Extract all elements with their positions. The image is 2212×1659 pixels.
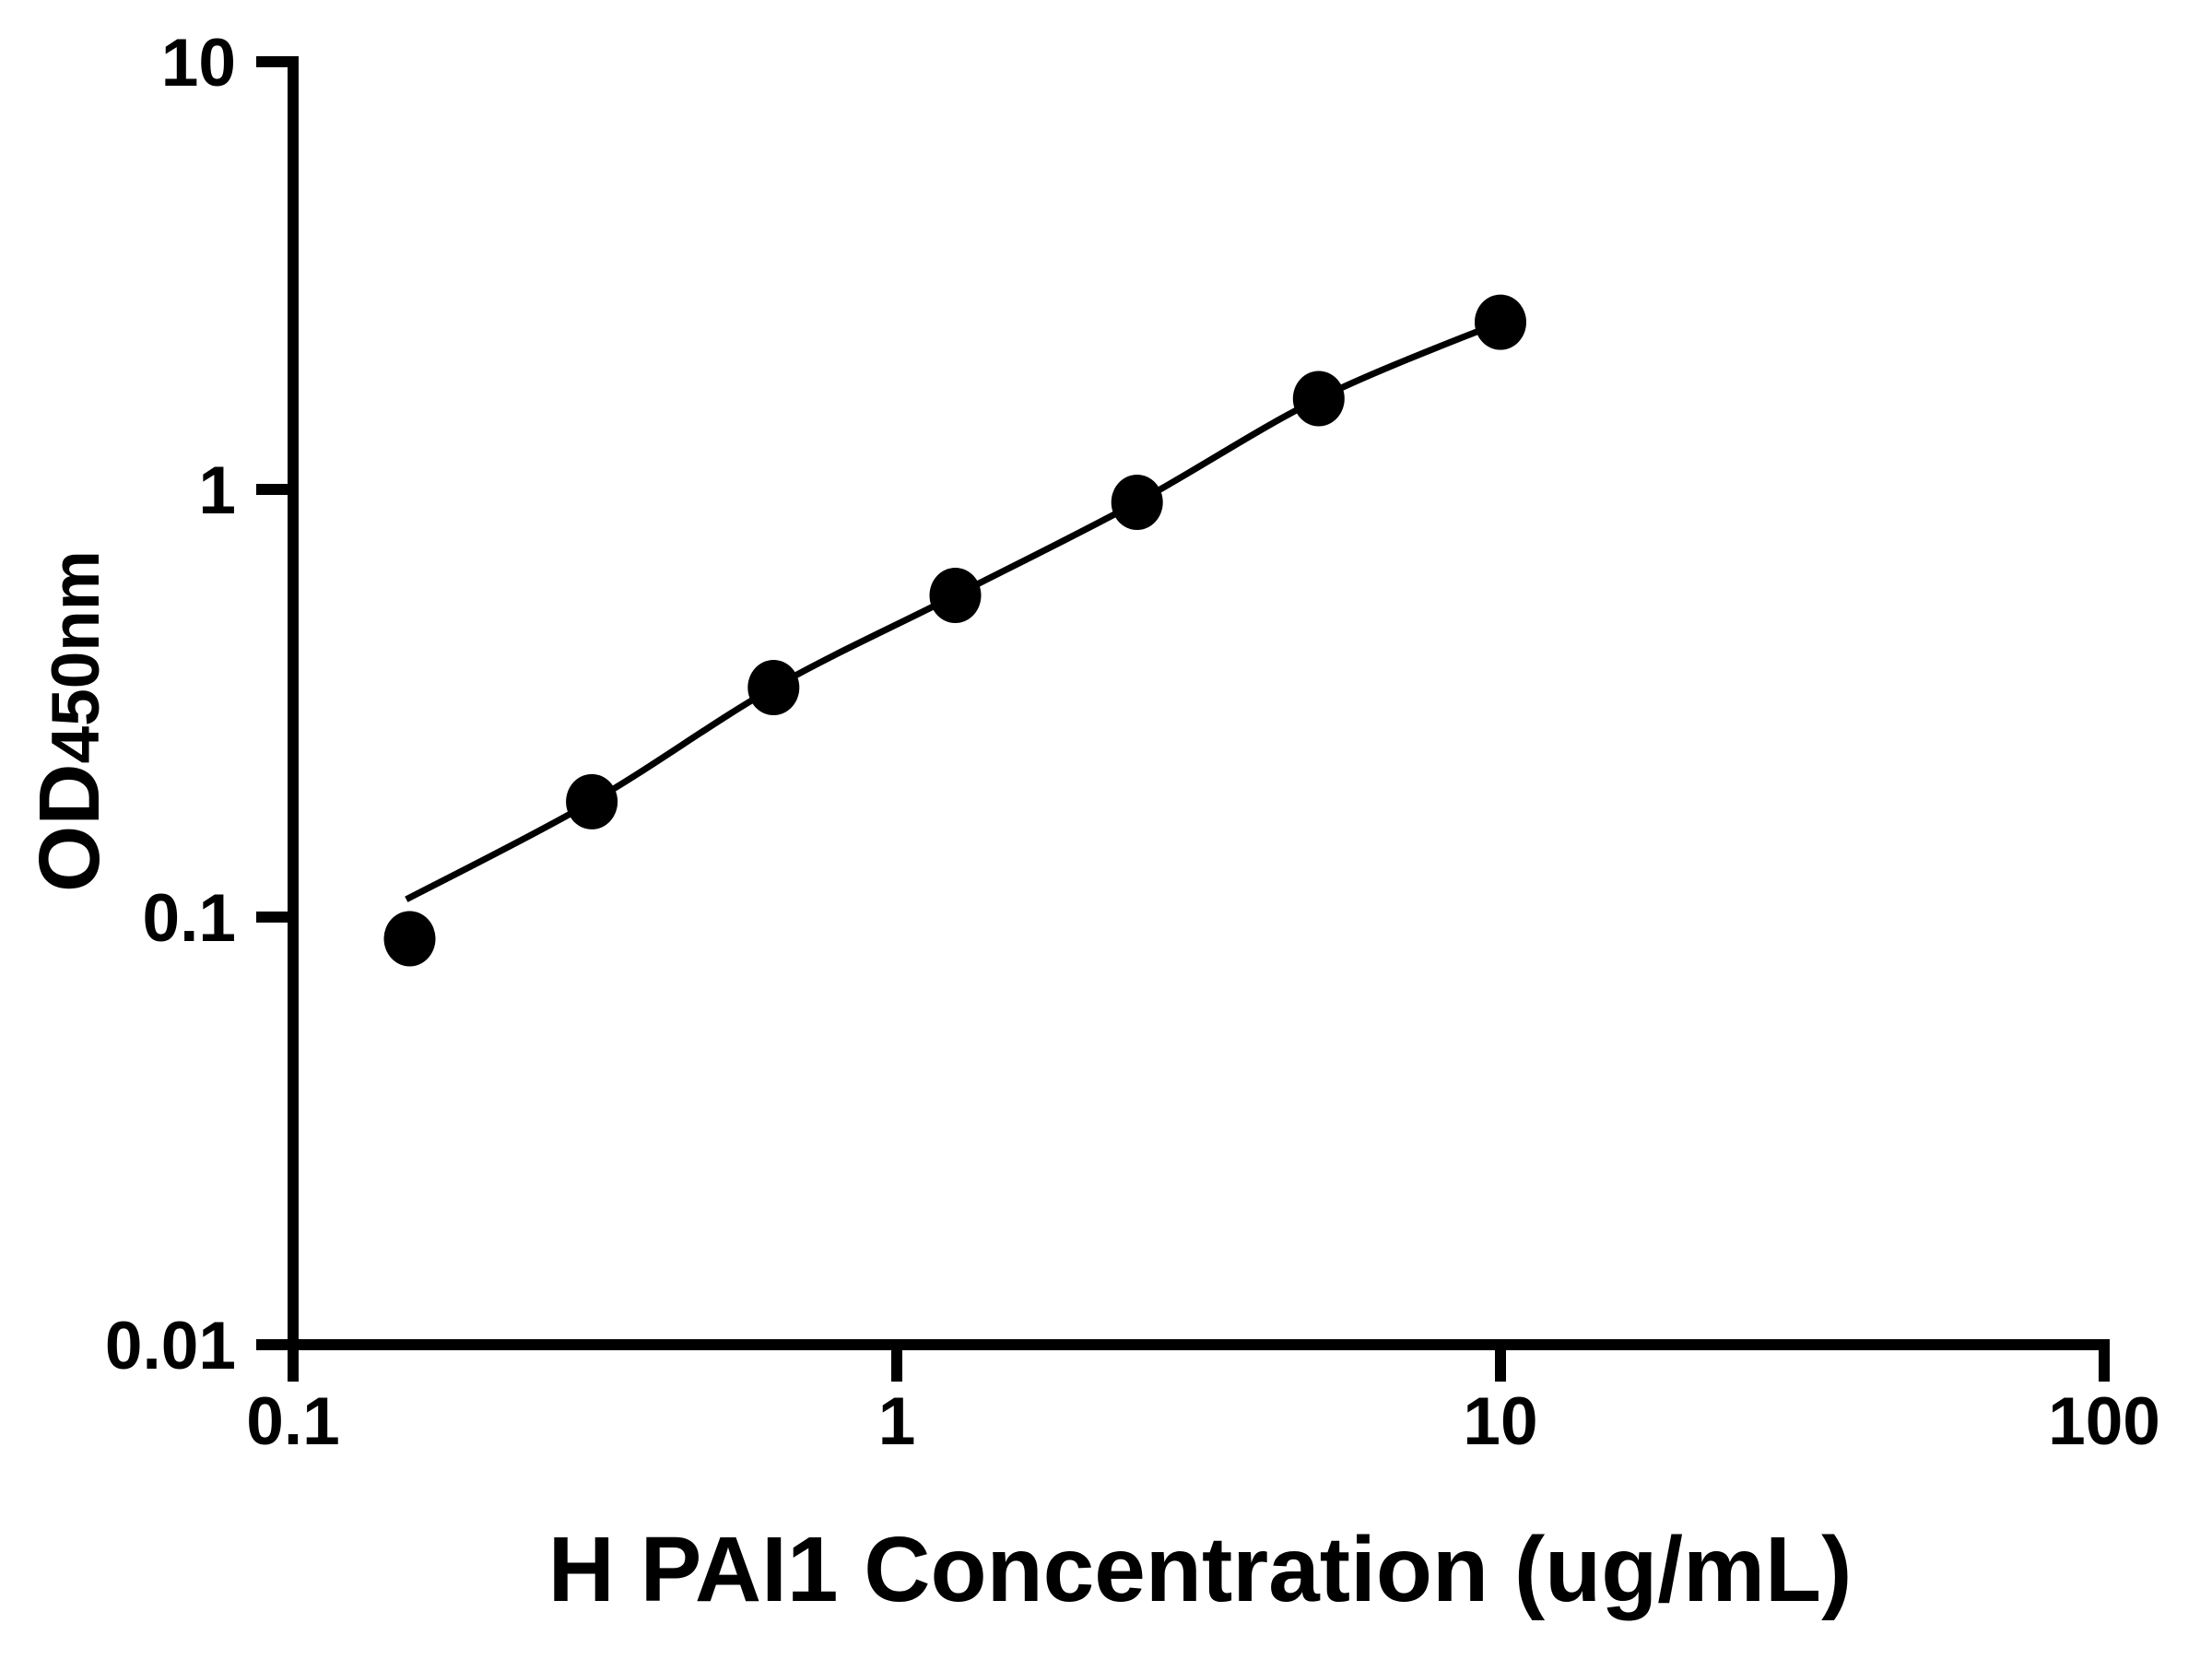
data-point [747,660,800,715]
x-tick-label: 10 [1463,1384,1537,1459]
data-point [566,773,618,830]
y-tick-label: 1 [198,453,236,528]
y-tick-label: 0.1 [143,881,236,956]
y-axis-title-main: OD [21,764,117,893]
data-point [929,568,982,623]
data-point [383,911,436,967]
y-axis-title-sub: 450nm [39,550,113,763]
x-tick-label: 1 [878,1384,916,1459]
y-axis-title: OD450nm [21,550,117,892]
data-point [1111,475,1163,530]
data-point [1475,294,1526,350]
y-tick-label: 10 [161,26,236,100]
x-tick-label: 0.1 [246,1384,339,1459]
y-tick-label: 0.01 [105,1309,236,1383]
x-axis-title: H PAI1 Concentration (ug/mL) [548,1518,1853,1621]
data-point [1292,371,1345,427]
x-tick-label: 100 [2048,1384,2160,1459]
